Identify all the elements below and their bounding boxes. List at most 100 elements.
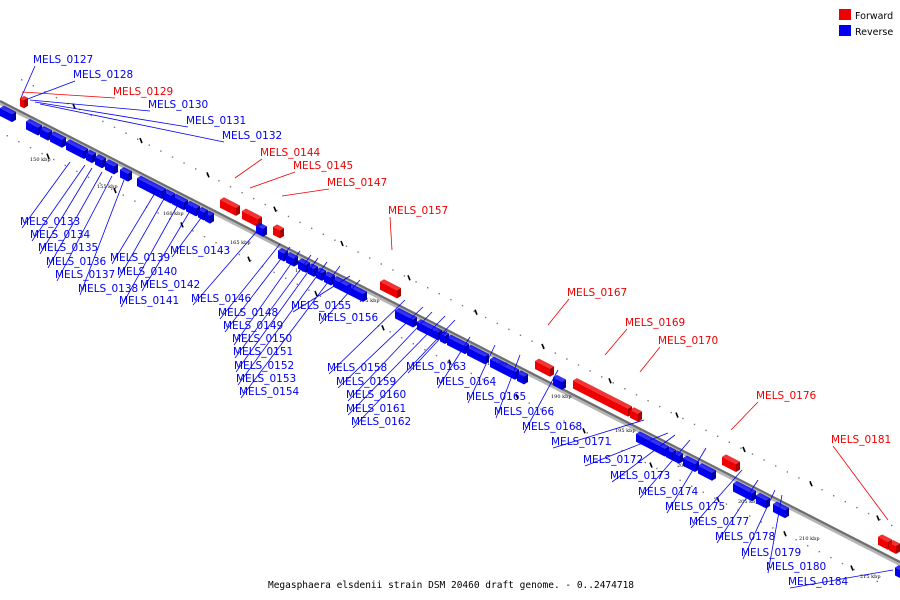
track-dot — [461, 304, 464, 307]
major-tick — [876, 515, 880, 521]
track-dot — [44, 90, 46, 93]
track-dot — [786, 471, 788, 473]
track-dot — [392, 269, 394, 271]
track-dot — [253, 197, 255, 200]
reverse-gene-label: MELS_0141 — [119, 295, 179, 307]
track-dot — [345, 245, 348, 247]
track-dot — [250, 259, 252, 262]
legend-reverse-swatch — [839, 25, 851, 36]
reverse-gene-callout — [29, 99, 151, 112]
track-dot — [853, 568, 855, 571]
track-dot — [227, 247, 229, 250]
track-dot — [540, 408, 542, 410]
forward-gene-block — [722, 454, 740, 472]
reverse-gene-label: MELS_0151 — [233, 346, 293, 358]
track-dot — [287, 215, 290, 218]
track-dot — [876, 580, 878, 583]
reverse-gene-block — [205, 210, 214, 224]
track-dot — [612, 382, 614, 384]
reverse-gene-label: MELS_0153 — [236, 373, 296, 385]
major-tick — [541, 343, 545, 350]
track-dot — [841, 562, 844, 565]
reverse-gene-callout — [56, 175, 113, 282]
forward-gene-label: MELS_0144 — [260, 147, 320, 159]
track-dot — [693, 423, 696, 426]
track-dot — [29, 146, 32, 149]
forward-gene-callout — [389, 216, 393, 251]
major-tick — [113, 187, 117, 194]
track-dot — [679, 479, 681, 482]
scale-label: 195 kbp — [615, 428, 636, 434]
forward-gene-label: MELS_0167 — [567, 287, 627, 299]
track-dot — [160, 150, 162, 152]
track-dot — [32, 85, 34, 87]
track-dot — [830, 556, 832, 559]
reverse-gene-label: MELS_0136 — [46, 256, 106, 268]
forward-gene-label: MELS_0157 — [388, 205, 448, 217]
reverse-gene-callout — [639, 439, 691, 499]
reverse-gene-callout — [233, 250, 301, 346]
track-dot — [331, 301, 333, 303]
track-dot — [53, 158, 55, 161]
forward-gene-label: MELS_0129 — [113, 86, 173, 98]
track-dot — [519, 334, 522, 336]
track-dot — [473, 310, 475, 313]
track-dot — [229, 186, 232, 188]
forward-gene-callout — [730, 401, 759, 431]
track-dot — [296, 283, 298, 285]
reverse-gene-label: MELS_0180 — [766, 561, 826, 573]
reverse-gene-label: MELS_0184 — [788, 576, 848, 588]
track-dot — [435, 354, 438, 357]
forward-gene-label: MELS_0181 — [831, 434, 891, 446]
reverse-gene-label: MELS_0173 — [610, 470, 670, 482]
track-dot — [415, 281, 417, 283]
tick-dot-tracks — [6, 79, 893, 583]
track-dot — [203, 236, 206, 238]
reverse-gene-label: MELS_0177 — [689, 516, 749, 528]
reverse-gene-label: MELS_0138 — [78, 283, 138, 295]
forward-gene-block — [889, 539, 900, 554]
track-dot — [728, 441, 730, 443]
reverse-gene-callout — [523, 369, 559, 434]
legend-reverse-label: Reverse — [855, 27, 893, 38]
major-tick — [314, 290, 318, 297]
forward-gene-label: MELS_0169 — [625, 317, 685, 329]
track-dot — [64, 164, 66, 167]
reverse-gene-callout — [584, 432, 669, 467]
track-dot — [113, 126, 116, 129]
track-dot — [749, 515, 751, 517]
track-dot — [821, 489, 823, 491]
reverse-gene-label: MELS_0166 — [494, 406, 554, 418]
reverse-gene-block — [553, 374, 566, 390]
reverse-gene-callout — [611, 434, 676, 483]
track-dot — [844, 500, 846, 503]
reverse-gene-block — [733, 481, 756, 502]
track-dot — [299, 221, 301, 224]
reverse-gene-label: MELS_0128 — [73, 69, 133, 81]
track-dot — [644, 461, 646, 464]
reverse-gene-label: MELS_0140 — [117, 266, 177, 278]
reverse-gene-label: MELS_0137 — [55, 269, 115, 281]
major-tick — [407, 275, 411, 281]
reverse-gene-label: MELS_0133 — [20, 216, 80, 228]
track-dot — [575, 426, 577, 428]
scale-label: 175 kbp — [359, 298, 380, 304]
track-dot — [586, 432, 588, 434]
track-dot — [551, 414, 554, 416]
forward-gene-callout — [234, 158, 263, 179]
reverse-gene-callout — [31, 164, 86, 242]
forward-gene-block — [20, 95, 28, 109]
track-dot — [577, 364, 580, 366]
track-dot — [795, 539, 797, 541]
track-dot — [87, 176, 90, 179]
forward-gene-callout — [639, 346, 661, 373]
reverse-gene-callout — [39, 103, 225, 143]
forward-gene-callout — [21, 91, 116, 99]
reverse-gene-callout — [690, 469, 743, 529]
track-dot — [334, 239, 336, 241]
track-dot — [215, 241, 217, 244]
reverse-gene-label: MELS_0168 — [522, 421, 582, 433]
forward-gene-callout — [249, 171, 296, 189]
major-tick — [72, 103, 76, 110]
reverse-gene-callout — [21, 161, 71, 229]
